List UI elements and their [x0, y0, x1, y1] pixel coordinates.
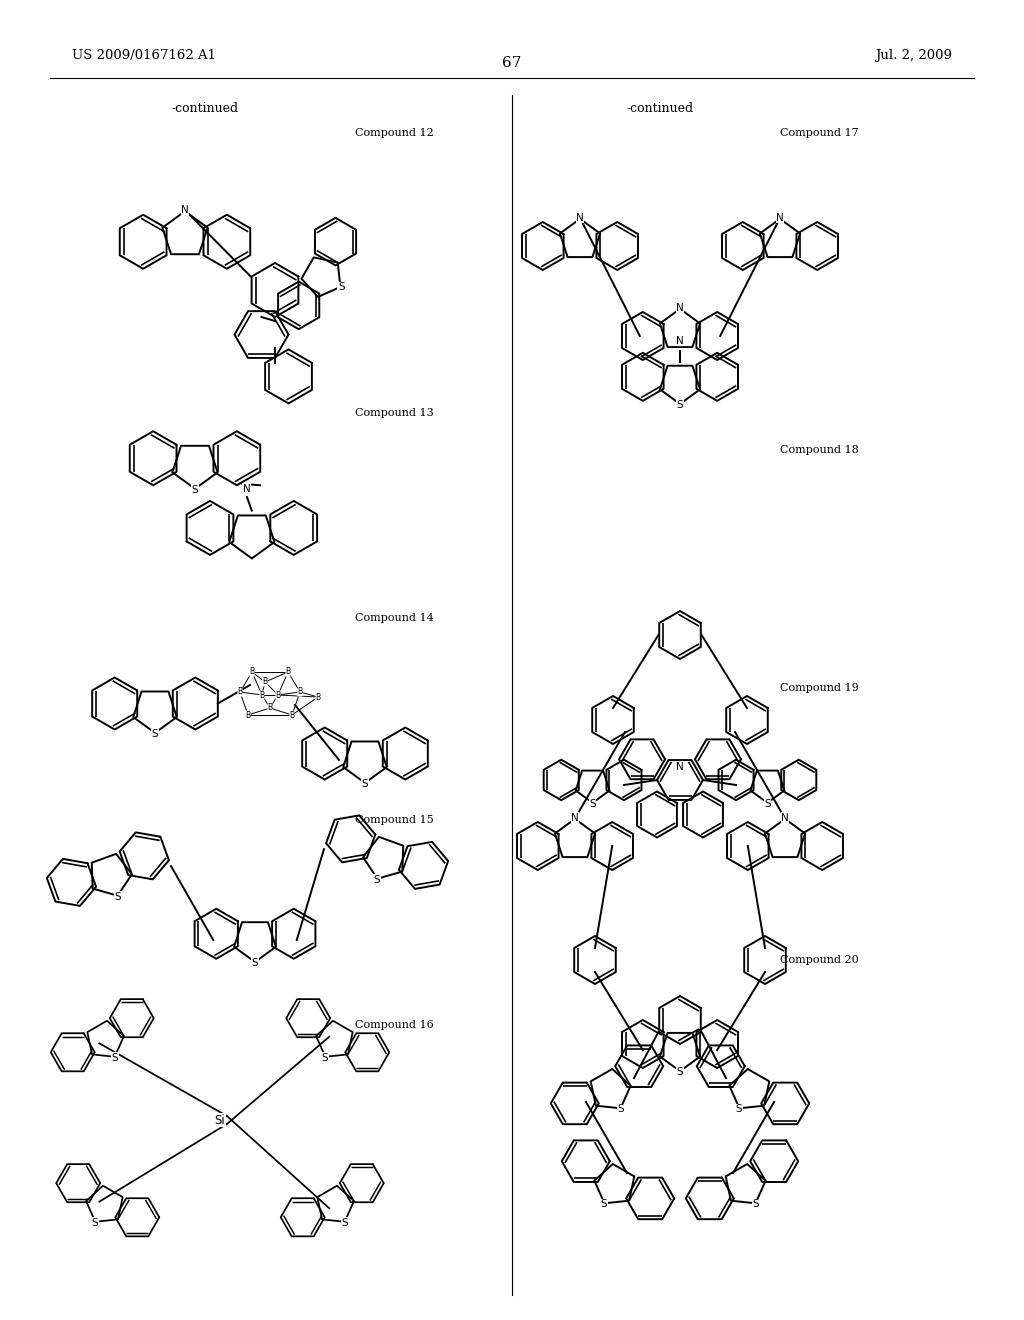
Text: S: S — [589, 799, 596, 809]
Text: S: S — [735, 1105, 742, 1114]
Text: Compound 20: Compound 20 — [780, 954, 859, 965]
Text: N: N — [571, 813, 579, 822]
Text: S: S — [677, 1067, 683, 1077]
Text: B: B — [262, 677, 267, 686]
Text: S: S — [677, 400, 683, 411]
Text: S: S — [753, 1199, 760, 1209]
Text: B: B — [297, 688, 302, 697]
Text: N: N — [577, 213, 584, 223]
Text: S: S — [617, 1105, 625, 1114]
Text: N: N — [676, 302, 684, 313]
Text: Compound 15: Compound 15 — [355, 814, 434, 825]
Text: S: S — [764, 799, 771, 809]
Text: Compound 16: Compound 16 — [355, 1020, 434, 1030]
Text: B: B — [246, 710, 251, 719]
Text: S: S — [322, 1052, 328, 1063]
Text: N: N — [776, 213, 784, 223]
Text: Compound 17: Compound 17 — [780, 128, 859, 139]
Text: S: S — [91, 1217, 98, 1228]
Text: S: S — [342, 1217, 348, 1228]
Text: N: N — [781, 813, 788, 822]
Text: N: N — [676, 763, 684, 772]
Text: S: S — [338, 282, 344, 293]
Text: Compound 13: Compound 13 — [355, 408, 434, 418]
Text: S: S — [374, 875, 380, 884]
Text: B: B — [250, 668, 255, 676]
Text: S: S — [764, 799, 771, 809]
Text: B: B — [286, 668, 291, 676]
Text: Si: Si — [215, 1114, 225, 1126]
Text: B: B — [275, 690, 281, 700]
Text: B: B — [267, 704, 272, 713]
Text: N: N — [181, 205, 188, 215]
Text: Jul. 2, 2009: Jul. 2, 2009 — [874, 49, 952, 62]
Text: -continued: -continued — [627, 102, 693, 115]
Text: B: B — [259, 690, 264, 700]
Text: Compound 19: Compound 19 — [780, 682, 859, 693]
Text: S: S — [361, 779, 369, 789]
Text: Compound 14: Compound 14 — [355, 612, 434, 623]
Text: N: N — [571, 813, 579, 822]
Text: -continued: -continued — [171, 102, 239, 115]
Text: S: S — [112, 1052, 119, 1063]
Text: Compound 18: Compound 18 — [780, 445, 859, 455]
Text: N: N — [243, 483, 251, 494]
Text: S: S — [601, 1199, 607, 1209]
Text: 67: 67 — [503, 55, 521, 70]
Text: B: B — [315, 693, 321, 701]
Text: S: S — [252, 958, 258, 968]
Text: S: S — [115, 892, 121, 902]
Text: B: B — [290, 710, 295, 719]
Text: N: N — [676, 335, 684, 346]
Text: S: S — [152, 729, 159, 739]
Text: S: S — [191, 484, 199, 495]
Text: B: B — [238, 688, 243, 697]
Text: N: N — [781, 813, 788, 822]
Text: US 2009/0167162 A1: US 2009/0167162 A1 — [72, 49, 216, 62]
Text: Compound 12: Compound 12 — [355, 128, 434, 139]
Text: S: S — [589, 799, 596, 809]
